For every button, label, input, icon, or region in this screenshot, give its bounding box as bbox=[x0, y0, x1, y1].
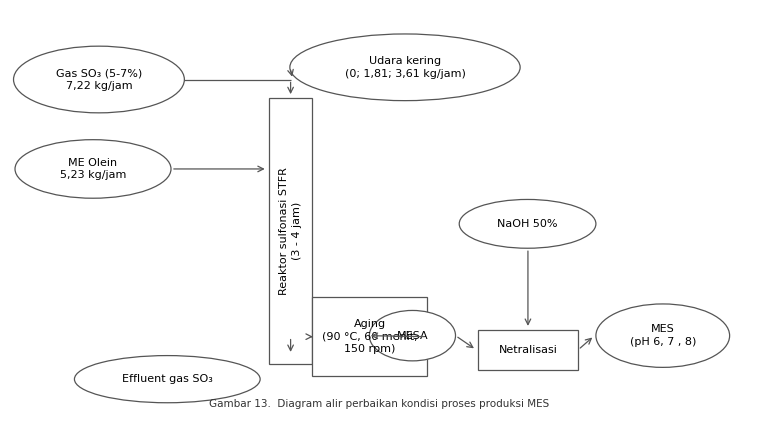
Text: Gas SO₃ (5-7%)
7,22 kg/jam: Gas SO₃ (5-7%) 7,22 kg/jam bbox=[56, 68, 142, 91]
Ellipse shape bbox=[369, 310, 456, 361]
Text: MESA: MESA bbox=[396, 331, 428, 341]
Ellipse shape bbox=[14, 46, 184, 113]
Ellipse shape bbox=[596, 304, 730, 367]
Ellipse shape bbox=[459, 199, 596, 248]
Text: Gambar 13.  Diagram alir perbaikan kondisi proses produksi MES: Gambar 13. Diagram alir perbaikan kondis… bbox=[209, 399, 549, 409]
FancyBboxPatch shape bbox=[478, 330, 578, 370]
FancyBboxPatch shape bbox=[269, 98, 312, 364]
Text: NaOH 50%: NaOH 50% bbox=[497, 219, 558, 229]
Ellipse shape bbox=[15, 140, 171, 198]
Ellipse shape bbox=[290, 34, 520, 101]
Ellipse shape bbox=[74, 356, 260, 403]
FancyBboxPatch shape bbox=[312, 297, 428, 376]
Text: ME Olein
5,23 kg/jam: ME Olein 5,23 kg/jam bbox=[60, 158, 126, 180]
Text: Reaktor sulfonasi STFR
(3 - 4 jam): Reaktor sulfonasi STFR (3 - 4 jam) bbox=[280, 167, 302, 295]
Text: MES
(pH 6, 7 , 8): MES (pH 6, 7 , 8) bbox=[630, 324, 696, 347]
Text: Netralisasi: Netralisasi bbox=[499, 345, 557, 355]
Text: Udara kering
(0; 1,81; 3,61 kg/jam): Udara kering (0; 1,81; 3,61 kg/jam) bbox=[345, 56, 465, 78]
Text: Effluent gas SO₃: Effluent gas SO₃ bbox=[122, 374, 213, 384]
Text: Aging
(90 °C, 60 menit,
150 rpm): Aging (90 °C, 60 menit, 150 rpm) bbox=[322, 319, 418, 354]
